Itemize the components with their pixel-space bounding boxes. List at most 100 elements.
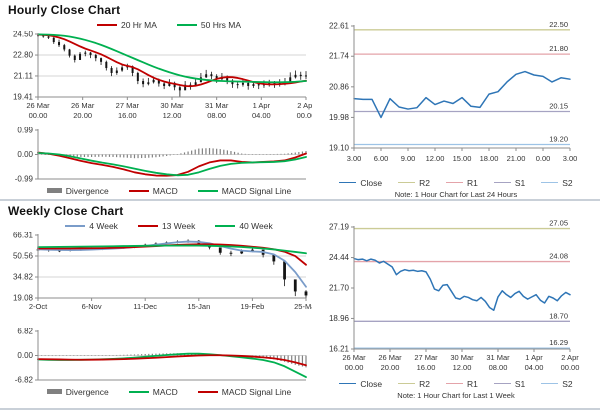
svg-text:6.82: 6.82 [17,328,33,336]
legend-item-r2: R2 [398,379,430,389]
svg-text:15.00: 15.00 [453,154,472,163]
legend-item-r1: R1 [445,378,478,389]
svg-text:21.11: 21.11 [14,71,34,80]
svg-text:19.10: 19.10 [329,144,350,153]
svg-text:08.00: 08.00 [489,363,508,372]
legend-item-macd-signal-line: MACD Signal Line [197,387,291,397]
bar-swatch-icon [46,188,62,193]
svg-text:16.29: 16.29 [549,338,568,347]
line-swatch-icon [128,390,149,393]
svg-text:00.00: 00.00 [345,363,364,372]
svg-text:27 Mar: 27 Mar [116,101,140,110]
svg-text:19.41: 19.41 [13,93,34,102]
legend-item-20-hr-ma: 20 Hr MA [96,19,157,30]
line-swatch-icon [445,181,463,184]
legend-label: R2 [419,378,430,389]
line-swatch-icon [96,23,117,26]
weekly-price-legend: 4 Week 13 Week 40 Week [34,219,304,232]
legend-item-40-week: 40 Week [215,221,273,231]
svg-text:0.00: 0.00 [17,150,33,159]
svg-text:0.00: 0.00 [536,154,551,163]
svg-text:15-Jan: 15-Jan [187,302,210,311]
svg-text:19.20: 19.20 [549,135,568,144]
svg-text:34.82: 34.82 [13,273,34,282]
svg-text:21.70: 21.70 [329,284,350,293]
line-swatch-icon [128,189,149,192]
legend-label: R1 [466,177,478,188]
svg-text:27 Mar: 27 Mar [414,353,438,362]
weekly-price-chart: 66.31 50.56 34.82 19.082-Oct 6-Nov 11-Dec 15-J… [13,232,312,311]
svg-text:1 Apr: 1 Apr [525,353,543,362]
svg-text:24.44: 24.44 [329,253,350,262]
hourly-row: 20 Hr MA 50 Hrs MA 24.50 22.80 21.11 19.41 26… [0,18,600,200]
svg-text:22.61: 22.61 [329,22,350,31]
svg-text:25-Mar: 25-Mar [294,302,312,311]
legend-item-13-week: 13 Week [137,221,195,231]
hourly-section-title: Hourly Close Chart [8,3,121,17]
svg-text:1 Apr: 1 Apr [253,101,271,110]
hourly-section: Hourly Close Chart 20 Hr MA 50 Hrs MA 24.… [0,3,600,199]
svg-text:12.00: 12.00 [163,111,182,120]
legend-item-divergence: Divergence [46,185,109,196]
svg-text:04.00: 04.00 [252,111,271,120]
legend-item-divergence: Divergence [46,387,109,397]
svg-text:16.00: 16.00 [118,111,137,120]
weekly-macd-legend: Divergence MACD MACD Signal Line [34,385,304,398]
legend-item-macd: MACD [128,186,178,196]
legend-label: 4 Week [89,220,118,231]
svg-text:20.86: 20.86 [329,82,350,91]
svg-text:16.00: 16.00 [417,363,436,372]
legend-label: Close [360,378,383,389]
hourly-right-column: 22.50 21.80 20.15 19.20 22.61 21.74 20.86 19.98… [312,18,600,199]
hourly-left-column: 20 Hr MA 50 Hrs MA 24.50 22.80 21.11 19.41 26… [0,18,312,199]
svg-text:31 Mar: 31 Mar [486,353,510,362]
line-swatch-icon [398,181,416,184]
bar-swatch-icon [46,389,62,394]
legend-label: 20 Hr MA [120,19,157,30]
svg-text:18.96: 18.96 [329,314,350,323]
legend-item-4-week: 4 Week [65,221,118,231]
line-swatch-icon [541,382,559,385]
legend-label: R2 [419,177,430,188]
svg-text:3.00: 3.00 [347,154,362,163]
svg-text:2-Oct: 2-Oct [29,302,48,311]
svg-text:19-Feb: 19-Feb [241,302,265,311]
hourly-macd-legend: Divergence MACD MACD Signal Line [34,184,304,197]
line-swatch-icon [398,382,416,385]
legend-label: S2 [562,378,573,389]
svg-text:24.08: 24.08 [549,252,568,261]
weekly-sr-note: Note: 1 Hour Chart for Last 1 Week [397,391,515,400]
svg-text:21.74: 21.74 [329,52,350,61]
weekly-row: 4 Week 13 Week 40 Week 66.31 50.56 34.82 19.0… [0,219,600,400]
svg-text:00.00: 00.00 [29,111,48,120]
hourly-support-resistance-chart: 22.50 21.80 20.15 19.20 22.61 21.74 20.86 19.98… [329,20,577,163]
svg-text:-0.99: -0.99 [15,175,34,184]
line-swatch-icon [176,23,197,26]
svg-text:27.19: 27.19 [329,223,350,232]
svg-text:27.05: 27.05 [549,219,568,228]
legend-item-r2: R2 [398,178,430,188]
weekly-right-column: 27.05 24.08 18.70 16.29 27.19 24.44 21.70 18.96… [312,219,600,400]
svg-text:30 Mar: 30 Mar [450,353,474,362]
weekly-sr-legend: Close R2 R1 S1 S2 [312,377,600,390]
legend-item-macd: MACD [128,387,178,397]
svg-text:00.00: 00.00 [561,363,580,372]
svg-text:26 Mar: 26 Mar [26,101,50,110]
svg-text:12.00: 12.00 [426,154,445,163]
svg-text:2 Apr: 2 Apr [561,353,579,362]
svg-text:2 Apr: 2 Apr [297,101,312,110]
weekly-section-title: Weekly Close Chart [8,204,124,218]
svg-text:16.21: 16.21 [329,345,350,354]
svg-text:22.50: 22.50 [549,20,568,29]
svg-text:9.00: 9.00 [401,154,416,163]
weekly-section: Weekly Close Chart 4 Week 13 Week 40 Week … [0,199,600,400]
legend-label: Divergence [65,185,109,196]
legend-item-close: Close [339,379,382,389]
legend-label: R1 [466,378,478,389]
svg-text:21.00: 21.00 [507,154,526,163]
legend-item-r1: R1 [445,177,478,188]
svg-text:30 Mar: 30 Mar [160,101,184,110]
line-swatch-icon [493,181,511,184]
